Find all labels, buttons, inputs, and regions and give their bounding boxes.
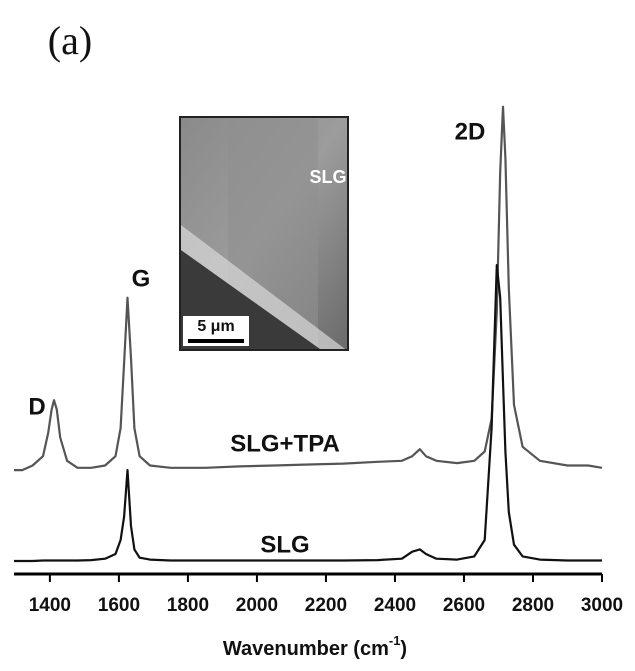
scale-bar [188,339,244,343]
x-tick-label: 2600 [443,595,485,616]
x-tick-label: 1800 [167,595,209,616]
peak-label: G [132,265,151,292]
inset: SLG 5 μm [180,117,348,350]
x-tick-label: 2200 [305,595,347,616]
x-axis-label-sup: -1 [389,633,401,648]
inset-label: SLG [309,167,346,187]
x-tick-label: 2800 [512,595,554,616]
x-axis-label-tail: ) [400,638,407,660]
scale-label: 5 μm [197,318,234,335]
x-tick-label: 3000 [581,595,623,616]
peak-label: 2D [455,118,486,145]
chart: (a) SLG 5 μm D G 2D SLG+TPA SLG Wavenumb… [0,0,635,671]
series-label: SLG [260,531,309,558]
x-tick-label: 1600 [98,595,140,616]
x-tick-label: 2400 [374,595,416,616]
x-tick-label: 2000 [236,595,278,616]
panel-label: (a) [48,18,92,63]
x-tick-label: 1400 [29,595,71,616]
peak-label: D [28,393,45,420]
x-axis-label-text: Wavenumber (cm [223,638,389,660]
series-label: SLG+TPA [230,430,340,457]
x-axis-label: Wavenumber (cm-1) [223,633,407,660]
